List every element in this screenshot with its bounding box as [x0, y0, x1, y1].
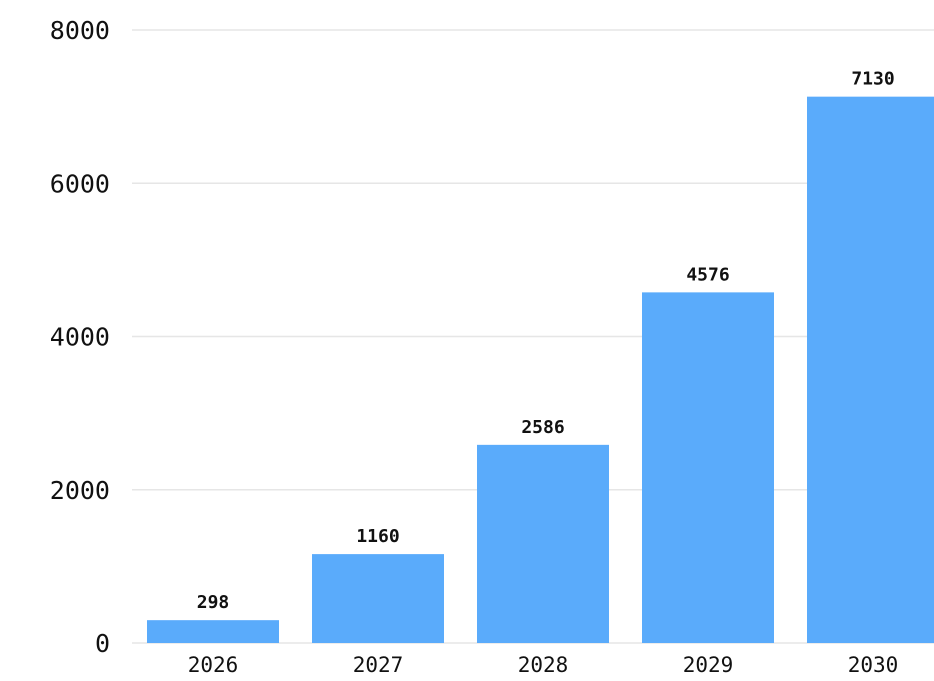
data-labels: 298 1160 2586 4576 7130: [197, 69, 895, 614]
bar-2027: [312, 554, 444, 643]
data-label-2028: 2586: [521, 417, 564, 438]
bar-2030: [807, 96, 934, 643]
x-tick-label-2030: 2030: [848, 653, 899, 677]
data-label-2029: 4576: [686, 264, 729, 285]
y-axis: 0 2000 4000 6000 8000: [50, 16, 110, 658]
x-tick-label-2026: 2026: [188, 653, 239, 677]
data-label-2027: 1160: [356, 526, 399, 547]
bar-2026: [147, 620, 279, 643]
y-tick-label: 2000: [50, 476, 110, 505]
y-tick-label: 4000: [50, 323, 110, 352]
data-label-2030: 7130: [851, 69, 894, 90]
bar-2029: [642, 292, 774, 643]
x-axis: 2026 2027 2028 2029 2030: [188, 653, 899, 677]
x-tick-label-2027: 2027: [353, 653, 404, 677]
bars: [147, 96, 934, 643]
y-tick-label: 8000: [50, 16, 110, 45]
bar-2028: [477, 444, 609, 643]
data-label-2026: 298: [197, 592, 230, 613]
y-tick-label: 6000: [50, 169, 110, 198]
x-tick-label-2028: 2028: [518, 653, 569, 677]
y-tick-label: 0: [95, 629, 110, 658]
x-tick-label-2029: 2029: [683, 653, 734, 677]
